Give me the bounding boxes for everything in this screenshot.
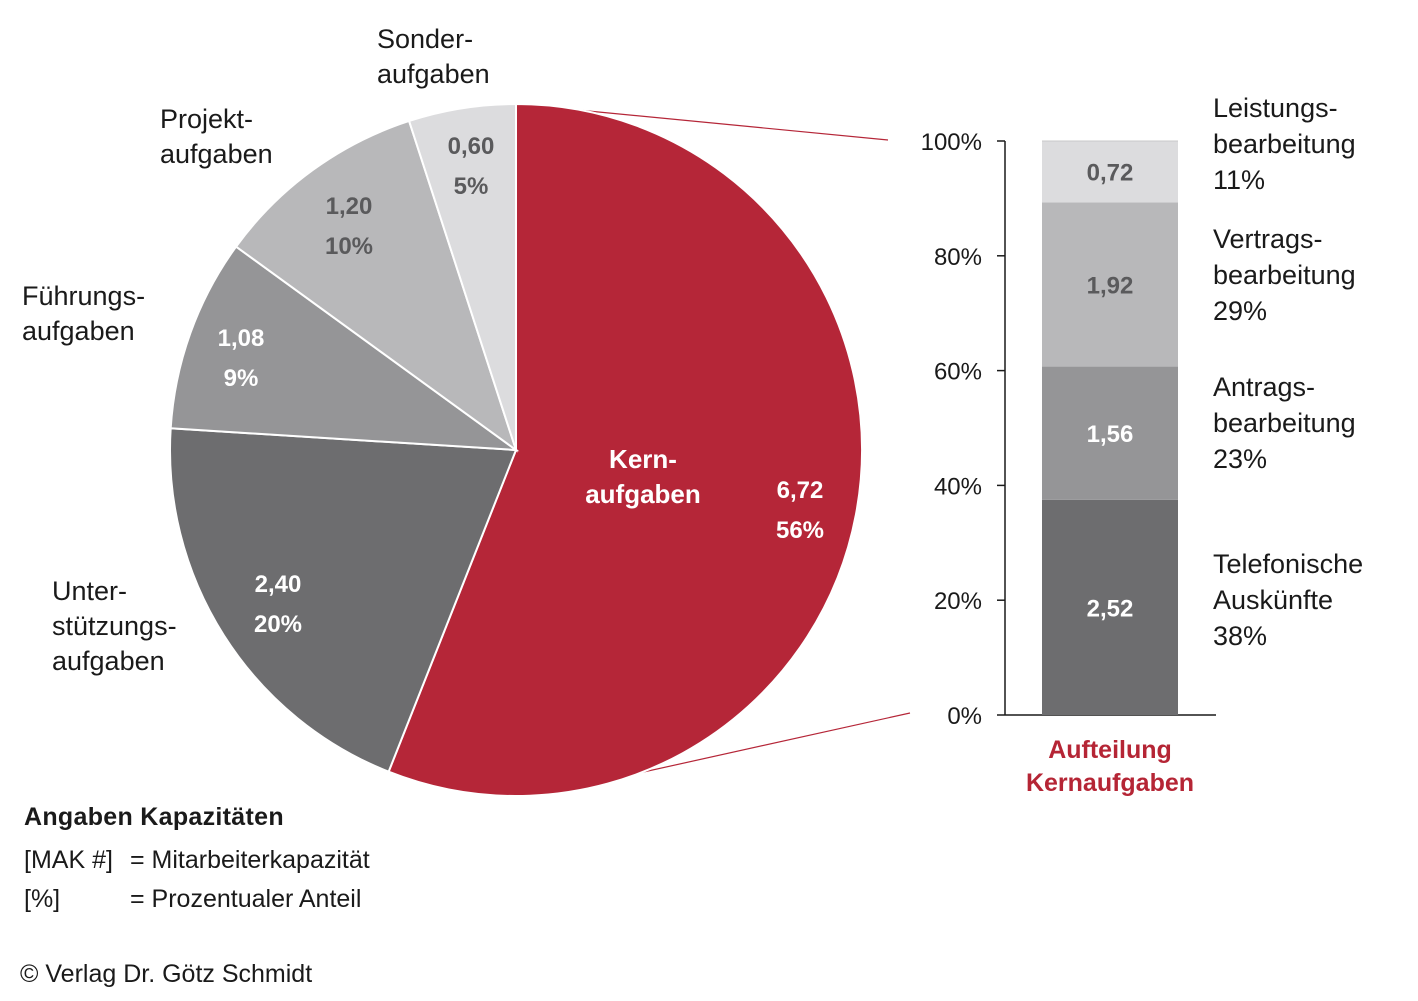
bar-segment-label-line: Leistungs- bbox=[1213, 93, 1338, 123]
bar-chart-title-line: Aufteilung bbox=[1048, 736, 1172, 764]
legend-key: [MAK #] bbox=[24, 846, 113, 874]
pie-data-label: 0,60 5% bbox=[448, 133, 495, 200]
pie-category-label-line: aufgaben bbox=[22, 316, 135, 346]
bar-segment-label: Telefonische Auskünfte 38% bbox=[1213, 549, 1363, 651]
bar-segment-label: Vertrags-bearbeitung 29% bbox=[1213, 224, 1356, 326]
legend-row-percent: [%] = Prozentualer Anteil bbox=[24, 885, 370, 914]
copyright-notice: © Verlag Dr. Götz Schmidt bbox=[20, 960, 313, 988]
bar-segment-label-line: Vertrags- bbox=[1213, 224, 1323, 254]
y-tick-label: 60% bbox=[934, 359, 982, 386]
bar-segment-value: 1,92 bbox=[1087, 273, 1134, 300]
pie-slice bbox=[234, 119, 518, 453]
bar-segment bbox=[1042, 366, 1178, 500]
pie-category-label-line: aufgaben bbox=[585, 479, 701, 509]
bar-segment-label-line: 23% bbox=[1213, 444, 1267, 474]
pie-data-label-line: 1,08 bbox=[218, 325, 265, 352]
bar-segment-label-line: Antrags- bbox=[1213, 372, 1315, 402]
pie-category-label-line: Führungs- bbox=[22, 281, 145, 311]
bar-segment-label-line: 38% bbox=[1213, 621, 1267, 651]
bar-segment-label-line: bearbeitung bbox=[1213, 408, 1356, 438]
pie-slice bbox=[169, 427, 518, 774]
bar-segment-label-line: bearbeitung bbox=[1213, 129, 1356, 159]
legend-title: Angaben Kapazitäten bbox=[24, 803, 284, 831]
pie-data-label-line: 56% bbox=[776, 517, 824, 544]
bar-segment bbox=[1042, 499, 1178, 715]
pie-data-label: 6,72 56% bbox=[776, 477, 824, 544]
pie-category-label-line: aufgaben bbox=[160, 139, 273, 169]
pie-category-label-line: aufgaben bbox=[377, 59, 490, 89]
bar-segment-label-line: 29% bbox=[1213, 296, 1267, 326]
stacked-bar-chart: 0% 20% 40% 60% 80% 100% 2,52 Telefonische Auskün… bbox=[921, 93, 1364, 797]
bar-segment-label-line: bearbeitung bbox=[1213, 260, 1356, 290]
bar-chart-title: Aufteilung Kernaufgaben bbox=[1026, 736, 1194, 797]
pie-category-label-line: Kern- bbox=[609, 444, 677, 474]
bar-segment-value: 1,56 bbox=[1087, 421, 1134, 448]
legend-desc: = Mitarbeiterkapazität bbox=[130, 846, 370, 874]
bar-segment-label-line: 11% bbox=[1213, 165, 1265, 195]
bar-segment-label-line: Telefonische bbox=[1213, 549, 1363, 579]
pie-category-label-line: Projekt- bbox=[160, 104, 253, 134]
bar-chart-title-line: Kernaufgaben bbox=[1026, 769, 1194, 797]
legend: Angaben Kapazitäten [MAK #] = Mitarbeite… bbox=[24, 803, 370, 924]
bar-segment-label-line: Auskünfte bbox=[1213, 585, 1333, 615]
bar-segment bbox=[1042, 141, 1178, 203]
y-tick-label: 100% bbox=[921, 129, 982, 156]
pie-category-label: Kern-aufgaben bbox=[585, 444, 701, 509]
pie-category-label: Projekt-aufgaben bbox=[160, 104, 273, 169]
pie-category-label-line: aufgaben bbox=[52, 646, 165, 676]
legend-row-mak: [MAK #] = Mitarbeiterkapazität bbox=[24, 846, 370, 875]
pie-chart: 6,72 56% Kern-aufgaben 2,40 20% Unter-stützun… bbox=[22, 24, 863, 797]
pie-category-label: Führungs-aufgaben bbox=[22, 281, 145, 346]
pie-data-label: 2,40 20% bbox=[254, 571, 302, 638]
bar-segment-label: Leistungs-bearbeitung 11% bbox=[1213, 93, 1356, 195]
bar-segment-value: 0,72 bbox=[1087, 160, 1134, 187]
pie-data-label-line: 20% bbox=[254, 611, 302, 638]
pie-category-label: Unter-stützungs-aufgaben bbox=[52, 576, 177, 676]
legend-desc: = Prozentualer Anteil bbox=[130, 885, 362, 913]
y-tick-label: 0% bbox=[947, 703, 982, 730]
pie-category-label-line: Unter- bbox=[52, 576, 127, 606]
legend-key: [%] bbox=[24, 885, 61, 913]
y-tick-label: 80% bbox=[934, 244, 982, 271]
pie-data-label: 1,08 9% bbox=[218, 325, 265, 392]
pie-category-label-line: Sonder- bbox=[377, 24, 473, 54]
pie-data-label: 1,20 10% bbox=[325, 193, 373, 260]
pie-data-label-line: 9% bbox=[224, 365, 259, 392]
y-tick-label: 20% bbox=[934, 588, 982, 615]
pie-data-label-line: 10% bbox=[325, 233, 373, 260]
pie-category-label-line: stützungs- bbox=[52, 611, 177, 641]
bar-segment bbox=[1042, 202, 1178, 367]
bar-segment-label: Antrags-bearbeitung 23% bbox=[1213, 372, 1356, 474]
pie-data-label-line: 1,20 bbox=[326, 193, 373, 220]
y-tick-label: 40% bbox=[934, 473, 982, 500]
pie-data-label-line: 0,60 bbox=[448, 133, 495, 160]
pie-slice bbox=[407, 102, 517, 451]
pie-data-label-line: 6,72 bbox=[777, 477, 824, 504]
pie-data-label-line: 5% bbox=[454, 173, 489, 200]
pie-data-label-line: 2,40 bbox=[255, 571, 302, 598]
connector-line-bottom bbox=[629, 712, 911, 776]
pie-slice bbox=[169, 245, 520, 452]
pie-category-label: Sonder-aufgaben bbox=[377, 24, 490, 89]
pie-slice bbox=[387, 102, 863, 797]
bar-segment-value: 2,52 bbox=[1087, 595, 1134, 622]
